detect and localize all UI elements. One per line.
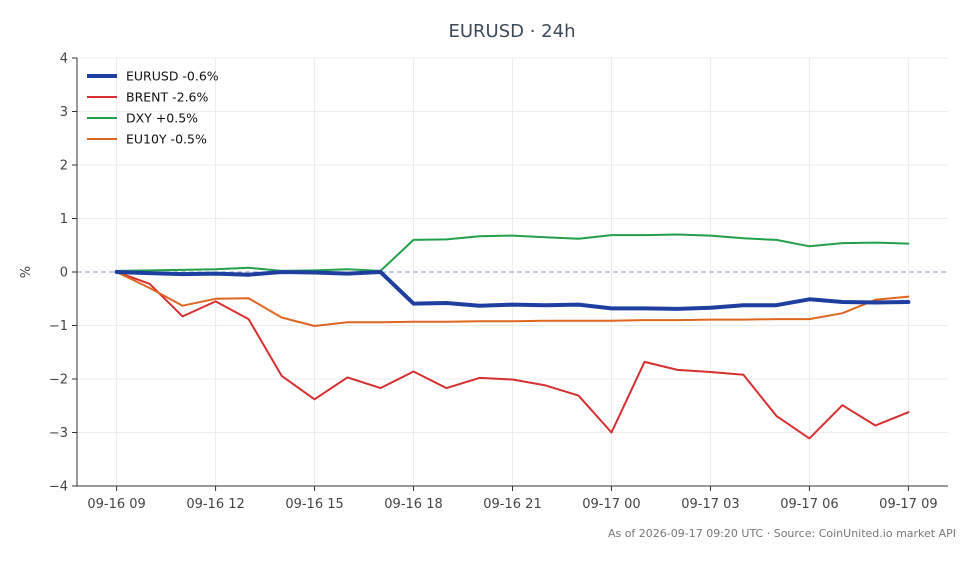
- y-tick-label: −1: [49, 319, 68, 334]
- series-line-eu10y: [115, 271, 910, 327]
- axes: −4 −3 −2 −1 0 1 2 3 4 09-16 09 09-16 12 09-16 15 09-…: [49, 52, 948, 512]
- legend-label: EU10Y -0.5%: [126, 132, 207, 147]
- x-tick-label: 09-16 09: [87, 497, 145, 512]
- y-tick-label: 4: [60, 52, 68, 67]
- legend-label: DXY +0.5%: [126, 111, 198, 126]
- x-tick-label: 09-16 12: [186, 497, 244, 512]
- footer-source: As of 2026-09-17 09:20 UTC · Source: Coi…: [608, 527, 956, 540]
- y-tick-label: −3: [49, 426, 68, 441]
- series-lines: [114, 233, 911, 440]
- y-axis-label: %: [19, 266, 34, 278]
- legend-label: BRENT -2.6%: [126, 90, 209, 105]
- x-tick-label: 09-16 21: [483, 497, 541, 512]
- y-tick-label: −2: [49, 373, 68, 388]
- legend: EURUSD -0.6% BRENT -2.6% DXY +0.5% EU10Y -0…: [87, 69, 219, 147]
- x-tick-label: 09-17 09: [879, 497, 937, 512]
- x-tick-label: 09-17 03: [681, 497, 739, 512]
- y-tick-label: 1: [60, 212, 68, 227]
- y-tick-label: 3: [60, 105, 68, 120]
- x-tick-label: 09-16 18: [384, 497, 442, 512]
- series-line-brent: [115, 271, 910, 440]
- legend-label: EURUSD -0.6%: [126, 69, 219, 84]
- series-line-dxy: [115, 233, 910, 272]
- series-line-eurusd: [114, 270, 911, 311]
- x-tick-label: 09-17 06: [780, 497, 838, 512]
- y-tick-label: 2: [60, 159, 68, 174]
- chart-title: EURUSD · 24h: [449, 21, 576, 42]
- y-tick-label: 0: [60, 266, 68, 281]
- y-tick-label: −4: [49, 480, 68, 495]
- x-tick-label: 09-17 00: [582, 497, 640, 512]
- x-tick-label: 09-16 15: [285, 497, 343, 512]
